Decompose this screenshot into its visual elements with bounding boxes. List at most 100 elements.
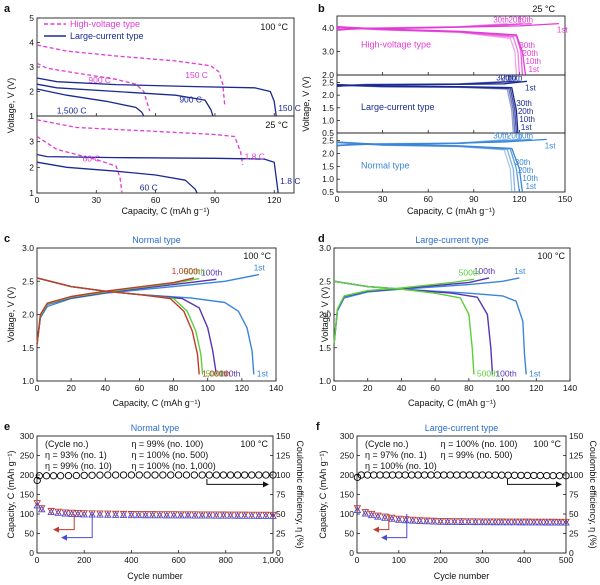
f-xtick-label: 500 [559, 555, 573, 565]
f-efficiency-marker [388, 471, 397, 479]
f-temperature-label: 100 °C [533, 439, 561, 449]
f-charge-arrow [379, 514, 390, 531]
c-charge-end-label: 100th [201, 267, 223, 277]
e-xlabel: Cycle number [127, 571, 183, 581]
d-ytick-label: 2.0 [319, 310, 331, 320]
e-annotation: η = 99% (no. 10) [45, 461, 112, 471]
e-discharge-capacity-marker [104, 510, 112, 518]
c-xtick-label: 80 [169, 383, 179, 393]
d-ylabel: Voltage, V (V) [320, 287, 330, 343]
e-discharge-capacity-marker [170, 511, 178, 519]
f-discharge-capacity-marker [415, 517, 424, 524]
b-30th-discharge-curve [336, 26, 518, 76]
d-1st-charge-curve [333, 277, 520, 345]
f-discharge-capacity-marker [388, 514, 396, 522]
e-xtick-label: 400 [124, 555, 138, 565]
e-ytick-label: 0 [29, 548, 34, 558]
c-500th-charge-curve [36, 277, 200, 345]
a-ytick-label: 2 [29, 87, 34, 97]
f-efficiency-marker [363, 471, 372, 479]
f-ytick-label: 100 [340, 509, 354, 519]
b-temperature-label: 25 °C [532, 4, 555, 14]
f-charge-capacity-marker [361, 509, 370, 516]
a-series-150C-line [36, 77, 277, 117]
c-xtick-label: 100 [201, 383, 215, 393]
e-discharge-capacity-marker [248, 511, 256, 519]
c-ytick-label: 2.5 [22, 276, 34, 286]
a-legend-item: High-voltage type [70, 19, 140, 29]
f-efficiency-marker [440, 471, 448, 479]
f-efficiency-axis-arrow [506, 479, 556, 485]
f-ylabel-right: Coulombic efficiency, η (%) [588, 440, 598, 548]
b-xtick-label: 30 [378, 194, 388, 204]
f-discharge-capacity-marker [361, 509, 370, 517]
b-ytick-label: 2.5 [322, 136, 334, 146]
b-cycle-label: 20th [522, 49, 538, 58]
a-xlabel: Capacity, C (mAh g⁻¹) [121, 206, 209, 216]
e-ytick-label: 300 [20, 431, 34, 441]
e-discharge-capacity-marker [191, 511, 199, 519]
b-ytick-label: 1.5 [322, 103, 334, 113]
e-discharge-capacity-marker [111, 510, 120, 518]
b-cycle-label: 30th [496, 73, 512, 82]
b-ytick-label: 1.0 [322, 115, 334, 125]
f-annotation: η = 99% (no. 500) [441, 450, 513, 460]
b-xtick-label: 120 [512, 194, 526, 204]
f-ylabel: Capacity, C (mAh g⁻¹) [318, 450, 328, 538]
b-20th-discharge-curve [336, 26, 521, 76]
f-discharge-capacity-marker [464, 518, 473, 526]
f-efficiency-marker [395, 471, 403, 479]
a-curve-label: 1.8 C [280, 176, 300, 186]
a-curve-label: 150 C [185, 70, 208, 80]
f-discharge-capacity-marker [353, 506, 362, 514]
f-ytick-label: 0 [349, 548, 354, 558]
d-xtick-label: 120 [529, 383, 543, 393]
e-right-ytick-label: 125 [276, 451, 290, 461]
c-xtick-label: 20 [66, 383, 76, 393]
f-discharge-capacity-marker [510, 518, 519, 526]
e-xtick-label: 600 [172, 555, 186, 565]
a-series-900C-line [36, 83, 214, 117]
e-efficiency-marker [151, 471, 159, 479]
e-efficiency-marker [233, 471, 242, 479]
panel-label-d: d [318, 233, 325, 245]
e-ytick-label: 250 [20, 451, 34, 461]
e-discharge-capacity-marker [269, 512, 277, 519]
e-efficiency-marker [143, 471, 151, 479]
c-xtick-label: 140 [269, 383, 283, 393]
e-ytick-label: 150 [20, 490, 34, 500]
b-cycle-label: 30th [493, 16, 509, 25]
c-discharge-end-label: 1st [257, 368, 269, 378]
d-charge-end-label: 100th [474, 266, 496, 276]
e-efficiency-marker [248, 471, 256, 479]
f-ytick-label: 150 [340, 490, 354, 500]
e-efficiency-marker [64, 471, 73, 480]
e-efficiency-marker [104, 471, 112, 479]
b-ytick-label: 2.0 [322, 90, 334, 100]
f-efficiency-marker [401, 471, 409, 479]
a-curve-label: 900 C [179, 95, 202, 105]
c-1st-charge-curve [36, 273, 260, 345]
b-cycle-label: 30th [519, 41, 535, 50]
e-xtick-label: 200 [77, 555, 91, 565]
panel-label-c: c [4, 233, 10, 245]
b-cycle-label: 1st [545, 141, 556, 150]
e-discharge-capacity-marker [33, 501, 41, 509]
f-annotation: η = 100% (no. 100) [441, 439, 518, 449]
a-series-60C-line [36, 161, 198, 194]
b-cycle-label: 1st [525, 83, 536, 92]
f-efficiency-marker [504, 471, 512, 479]
c-ytick-label: 3.0 [22, 243, 34, 253]
f-efficiency-marker [517, 471, 525, 480]
c-xtick-label: 40 [101, 383, 111, 393]
panel-label-f: f [316, 421, 320, 433]
f-annotation: η = 97% (no. 1) [365, 450, 427, 460]
e-charge-arrow [59, 514, 75, 531]
panel-label-b: b [318, 3, 325, 15]
d-1st-discharge-curve [333, 280, 527, 375]
f-discharge-capacity-marker [536, 518, 545, 526]
e-efficiency-marker [226, 471, 235, 479]
f-discharge-capacity-marker [374, 512, 382, 520]
e-discharge-capacity-marker [61, 509, 70, 517]
b-cycle-label: 30th [515, 158, 531, 167]
